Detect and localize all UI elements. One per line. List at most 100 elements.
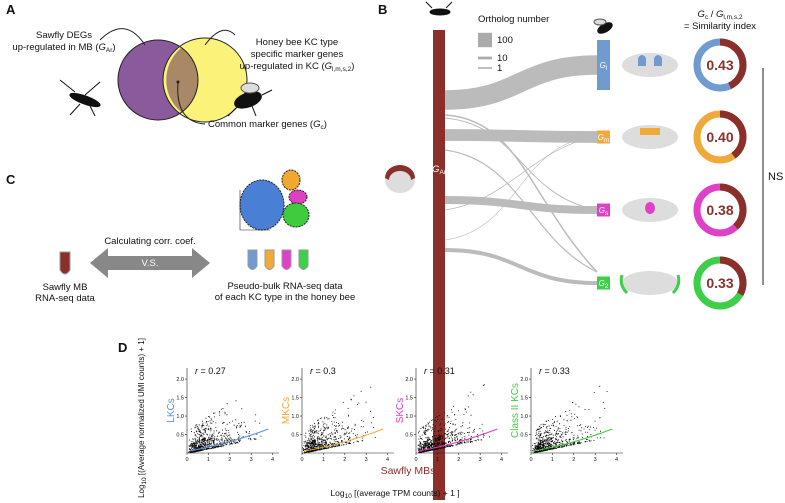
right-text: of each KC type in the honey bee [215,292,356,303]
y-tick-label: 1.5 [405,396,413,402]
target-label: Gm [598,133,610,144]
y-tick-label: 2.0 [176,377,184,383]
left-text: RNA-seq data [35,293,95,304]
r-symbol: r [424,366,428,376]
y-tick-label: 1.0 [520,414,528,420]
x-tick-label: 4 [271,457,274,463]
panel-label: C [6,172,16,187]
target-sub: s [605,210,609,217]
flow [444,248,598,285]
common-text: Common marker genes (Gc) [208,119,327,131]
donut-arc [693,38,747,92]
y-tick-label: 1.0 [405,414,413,420]
x-tick-label: 0 [529,457,532,463]
venn-outline [117,39,199,121]
x-tick-label: 0 [300,457,303,463]
r-equals: = [313,366,323,376]
target-sub: l [606,65,608,72]
legend-label: 100 [497,35,513,46]
r-value: 0.3 [323,366,336,376]
fit-line [533,428,613,452]
panel-label: D [118,340,127,355]
y-tick-label: 2.0 [291,377,299,383]
r-symbol: r [195,366,199,376]
r-label: r = 0.31 [424,366,455,376]
x-tick-label: 1 [551,457,554,463]
target-sub: m [604,137,609,144]
donut-arc [693,183,747,237]
vs-text: V.S. [141,258,158,269]
scatter-cloud [417,384,490,454]
scatter-cloud [188,400,262,454]
x-tick-label: 4 [615,457,618,463]
r-symbol: r [539,366,543,376]
target-bar [597,276,610,290]
donut-arc [693,110,747,164]
y-tick-label: 1.0 [291,414,299,420]
x-tick-label: 0 [414,457,417,463]
fit-line [418,428,498,452]
similarity-label: 0.38 [706,202,733,218]
tubes [247,249,309,270]
sawfly-icon [59,79,101,117]
flow [444,196,598,214]
dot [176,80,180,84]
honeybee-text: Honey bee KC type [256,37,338,48]
sawfly-text: Sawfly DEGs [36,30,92,41]
x-title: Sawfly MBs [381,465,436,477]
x-tick-label: 1 [207,457,210,463]
legend-label: 1 [497,63,502,74]
x-tick-label: 2 [343,457,346,463]
right-text: Pseudo-bulk RNA-seq data [227,281,343,292]
method-text: Calculating corr. coef. [104,236,195,247]
r-label: r = 0.27 [195,366,226,376]
kc-brains [619,53,681,295]
panel-name: SKCs [395,398,406,424]
y-tick-label: 0.5 [520,433,528,439]
honeybee-text: up-regulated in KC (Gl,m,s,2) [240,61,355,73]
r-equals: = [542,366,552,376]
scatter-cloud [532,385,608,454]
target-label: G2 [599,279,609,290]
donut-arc [693,256,747,310]
r-value: 0.31 [437,366,455,376]
y-tick-label: 1.5 [520,396,528,402]
flows [444,55,598,285]
source-label: GAr [432,164,447,176]
header: Gc / Gl,m,s,2 [697,9,742,21]
y-tick-label: 0.5 [405,433,413,439]
x-axis-label: Log10 [(average TPM counts) + 1 ] [330,488,459,500]
y-tick-label: 1.5 [291,396,299,402]
arrow [177,81,206,125]
x-tick-label: 2 [228,457,231,463]
scatter-panels: 0 1 2 3 4 0.5 1.0 1.5 2.0 r = 0.27 LKCs 0 1 2 3 4 0.5 1.0… [166,366,623,463]
flow [444,55,598,110]
panel-name: MKCs [281,397,292,424]
honeybee-icon [227,82,273,117]
umap [239,169,310,231]
sawfly-brain [385,165,415,193]
significance: NS [768,171,783,183]
honeybee-text: specific marker genes [251,49,344,60]
similarity-label: 0.33 [706,275,733,291]
target-sym: G [599,279,605,288]
panel-label: B [378,2,387,17]
fit-line [304,428,384,452]
legend-label: 10 [497,53,508,64]
target-sym: G [600,61,606,70]
r-label: r = 0.3 [310,366,336,376]
similarity-label: 0.43 [706,57,733,73]
sawfly-icon [425,1,453,16]
similarity-label: 0.40 [706,129,733,145]
y-tick-label: 2.0 [405,377,413,383]
r-equals: = [198,366,208,376]
y-tick-label: 0.5 [176,433,184,439]
x-tick-label: 4 [386,457,389,463]
sawfly-text: up-regulated in MB (GAr) [12,42,115,54]
y-tick-label: 1.0 [176,414,184,420]
target-label: Gs [599,206,609,217]
double-arrow [90,248,210,278]
left-text: Sawfly MB [43,282,88,293]
arrow [204,29,236,46]
